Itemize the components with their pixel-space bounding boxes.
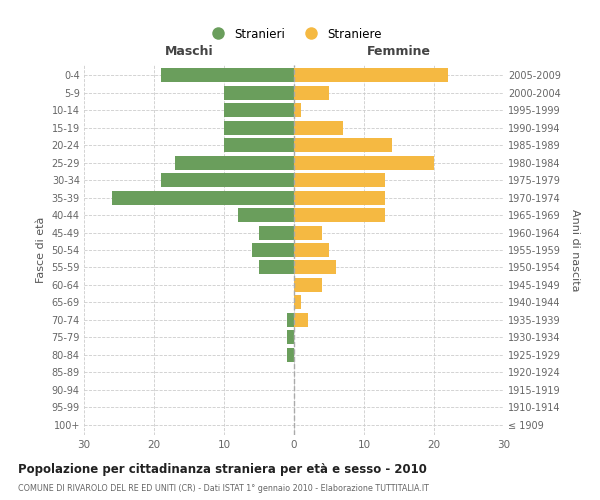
Bar xyxy=(294,190,385,204)
Bar xyxy=(294,173,385,187)
Bar xyxy=(175,156,294,170)
Bar xyxy=(287,348,294,362)
Bar xyxy=(294,68,448,82)
Bar xyxy=(287,330,294,344)
Text: Femmine: Femmine xyxy=(367,44,431,58)
Bar xyxy=(224,86,294,100)
Text: COMUNE DI RIVAROLO DEL RE ED UNITI (CR) - Dati ISTAT 1° gennaio 2010 - Elaborazi: COMUNE DI RIVAROLO DEL RE ED UNITI (CR) … xyxy=(18,484,429,493)
Bar xyxy=(224,104,294,118)
Bar xyxy=(294,208,385,222)
Bar xyxy=(112,190,294,204)
Bar xyxy=(161,173,294,187)
Bar xyxy=(259,260,294,274)
Bar xyxy=(238,208,294,222)
Bar xyxy=(294,278,322,292)
Bar xyxy=(294,226,322,239)
Bar xyxy=(294,138,392,152)
Bar xyxy=(224,138,294,152)
Bar xyxy=(259,226,294,239)
Y-axis label: Anni di nascita: Anni di nascita xyxy=(571,209,580,291)
Bar xyxy=(252,243,294,257)
Bar xyxy=(294,86,329,100)
Bar xyxy=(294,313,308,327)
Bar xyxy=(224,121,294,135)
Bar xyxy=(287,313,294,327)
Legend: Stranieri, Straniere: Stranieri, Straniere xyxy=(201,23,387,45)
Bar xyxy=(294,243,329,257)
Bar xyxy=(161,68,294,82)
Bar xyxy=(294,156,434,170)
Bar xyxy=(294,296,301,310)
Y-axis label: Fasce di età: Fasce di età xyxy=(36,217,46,283)
Bar xyxy=(294,121,343,135)
Text: Maschi: Maschi xyxy=(164,44,214,58)
Bar xyxy=(294,104,301,118)
Bar xyxy=(294,260,336,274)
Text: Popolazione per cittadinanza straniera per età e sesso - 2010: Popolazione per cittadinanza straniera p… xyxy=(18,462,427,475)
